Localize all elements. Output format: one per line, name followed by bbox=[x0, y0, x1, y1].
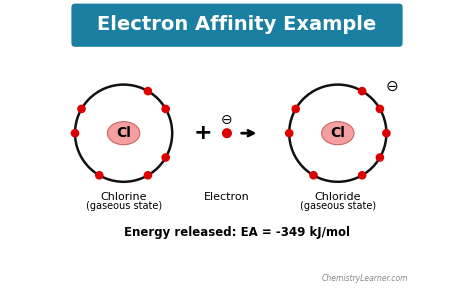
Circle shape bbox=[292, 105, 299, 113]
Ellipse shape bbox=[108, 122, 140, 145]
Text: ⊖: ⊖ bbox=[385, 79, 398, 94]
Text: Cl: Cl bbox=[116, 126, 131, 140]
Circle shape bbox=[376, 105, 383, 113]
Circle shape bbox=[223, 129, 231, 138]
Text: Chlorine: Chlorine bbox=[100, 192, 147, 202]
Circle shape bbox=[310, 172, 317, 179]
Circle shape bbox=[162, 105, 169, 113]
Text: Electron: Electron bbox=[204, 192, 250, 202]
Text: Cl: Cl bbox=[330, 126, 345, 140]
Circle shape bbox=[144, 172, 152, 179]
Circle shape bbox=[144, 88, 152, 95]
Text: +: + bbox=[193, 123, 212, 143]
Circle shape bbox=[286, 130, 293, 137]
Circle shape bbox=[358, 172, 366, 179]
Circle shape bbox=[376, 154, 383, 161]
Circle shape bbox=[78, 105, 85, 113]
FancyBboxPatch shape bbox=[72, 3, 402, 47]
Circle shape bbox=[72, 130, 79, 137]
Text: Electron Affinity Example: Electron Affinity Example bbox=[97, 15, 377, 34]
Ellipse shape bbox=[321, 122, 354, 145]
Circle shape bbox=[162, 154, 169, 161]
Text: ⊖: ⊖ bbox=[221, 113, 233, 126]
Circle shape bbox=[358, 88, 366, 95]
Circle shape bbox=[96, 172, 103, 179]
Text: Chloride: Chloride bbox=[315, 192, 361, 202]
Circle shape bbox=[383, 130, 390, 137]
Text: (gaseous state): (gaseous state) bbox=[85, 200, 162, 211]
Text: Energy released: EA = -349 kJ/mol: Energy released: EA = -349 kJ/mol bbox=[124, 226, 350, 239]
Text: (gaseous state): (gaseous state) bbox=[300, 200, 376, 211]
Text: ChemistryLearner.com: ChemistryLearner.com bbox=[321, 274, 408, 283]
